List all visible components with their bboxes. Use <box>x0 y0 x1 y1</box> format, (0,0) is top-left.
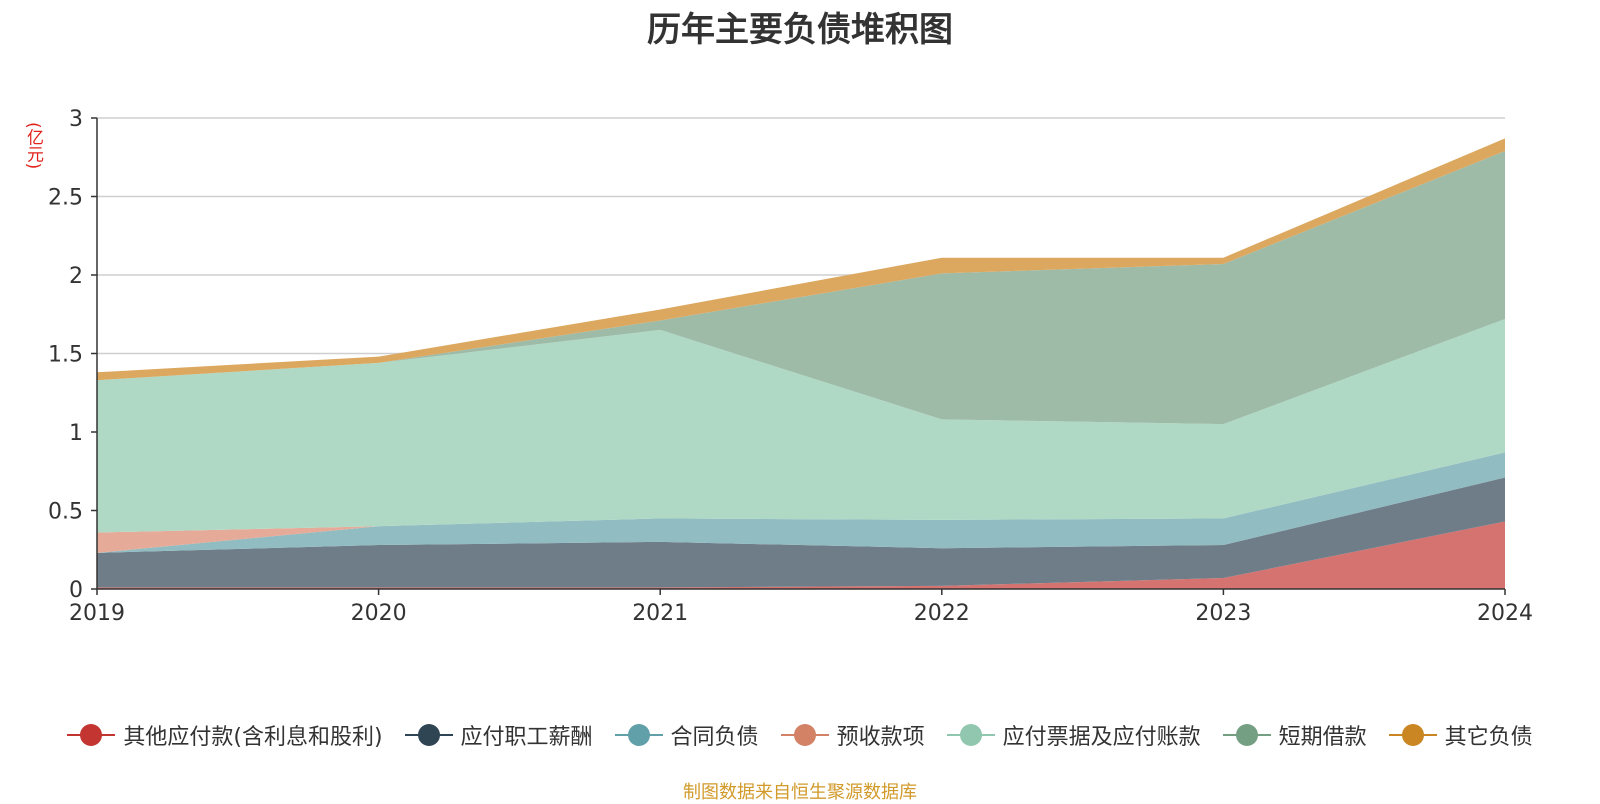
x-tick-label: 2021 <box>632 601 688 626</box>
legend-label: 合同负债 <box>670 725 759 750</box>
legend-label: 应付职工薪酬 <box>460 725 593 750</box>
legend-item[interactable]: 短期借款 <box>1222 719 1367 751</box>
legend-item[interactable]: 其他应付款(含利息和股利) <box>67 719 383 751</box>
y-tick-label: 1.5 <box>48 343 83 368</box>
legend-marker-icon <box>404 723 453 747</box>
legend-label: 预收款项 <box>836 725 925 750</box>
legend: 其他应付款(含利息和股利) 应付职工薪酬 合同负债 预收款项 应付票据及应付账款 短期借款… <box>0 712 1600 758</box>
legend-label: 应付票据及应付账款 <box>1002 725 1201 750</box>
area-series-2 <box>97 452 1505 553</box>
legend-marker-icon <box>614 723 663 747</box>
y-axis-unit-label: (亿元) <box>23 122 43 170</box>
legend-item[interactable]: 合同负债 <box>614 719 759 751</box>
legend-label: 短期借款 <box>1278 725 1367 750</box>
y-tick-label: 3 <box>69 107 83 132</box>
chart-title: 历年主要负债堆积图 <box>647 10 953 50</box>
legend-marker-icon <box>1388 723 1437 747</box>
legend-marker-icon <box>1222 723 1271 747</box>
legend-marker-icon <box>946 723 995 747</box>
x-tick-label: 2019 <box>69 601 125 626</box>
legend-marker-icon <box>780 723 829 747</box>
legend-item[interactable]: 其它负债 <box>1388 719 1533 751</box>
legend-item[interactable]: 预收款项 <box>780 719 925 751</box>
x-tick-label: 2022 <box>914 601 970 626</box>
y-tick-label: 0.5 <box>48 500 83 525</box>
x-tick-label: 2024 <box>1477 601 1533 626</box>
area-series-5 <box>97 151 1505 425</box>
axes: 0 0.5 1 1.5 2 2.5 3 2019 2020 2021 2022 2023 2024 <box>48 107 1533 626</box>
area-series-0 <box>97 521 1505 589</box>
legend-label: 其他应付款(含利息和股利) <box>123 725 383 750</box>
source-note: 制图数据来自恒生聚源数据库 <box>683 782 917 803</box>
area-series-6 <box>97 138 1505 381</box>
legend-item[interactable]: 应付职工薪酬 <box>404 719 593 751</box>
area-series-1 <box>97 477 1505 588</box>
y-tick-label: 2 <box>69 264 83 289</box>
legend-label: 其它负债 <box>1444 725 1533 750</box>
legend-marker-icon <box>67 723 116 747</box>
y-tick-label: 2.5 <box>48 186 83 211</box>
y-tick-label: 1 <box>69 421 83 446</box>
y-tick-label: 0 <box>69 578 83 603</box>
area-series <box>97 138 1505 589</box>
x-tick-label: 2020 <box>351 601 407 626</box>
area-series-4 <box>97 319 1505 533</box>
legend-item[interactable]: 应付票据及应付账款 <box>946 719 1201 751</box>
x-tick-label: 2023 <box>1195 601 1251 626</box>
